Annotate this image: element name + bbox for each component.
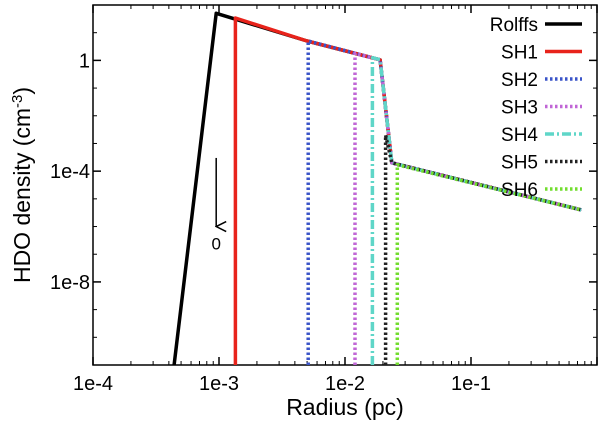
x-tick-label: 1e-4 xyxy=(73,373,113,395)
annotation: 0 xyxy=(211,157,220,254)
series-line-sh2 xyxy=(306,39,582,365)
legend-label-sh2: SH2 xyxy=(501,70,538,91)
x-axis-label: Radius (pc) xyxy=(286,394,404,420)
y-tick-label: 1 xyxy=(79,50,90,72)
series-line-sh6 xyxy=(395,163,582,365)
legend: Rolffs SH1 SH2 SH3 SH4 SH5 SH6 xyxy=(490,15,582,201)
y-tick-label: 1e-4 xyxy=(50,161,90,183)
series-layer xyxy=(172,11,582,365)
x-tick-label: 1e-2 xyxy=(325,373,365,395)
arrow-label: 0 xyxy=(211,235,220,254)
legend-label-sh1: SH1 xyxy=(501,43,538,64)
series-line-sh4 xyxy=(370,55,582,365)
x-tick-label: 1e-3 xyxy=(199,373,239,395)
legend-label-sh6: SH6 xyxy=(501,180,538,201)
x-tick-label: 1e-1 xyxy=(451,373,491,395)
legend-label-sh5: SH5 xyxy=(501,153,538,174)
series-line-sh5 xyxy=(383,133,582,365)
series-line-sh3 xyxy=(353,51,582,365)
y-tick-label: 1e-8 xyxy=(50,272,90,294)
y-axis-label: HDO density (cm-3) xyxy=(9,87,35,283)
legend-label-sh3: SH3 xyxy=(501,98,538,119)
axis-ticks: 1e-4 1e-3 1e-2 1e-1 1 1e-4 1e-8 xyxy=(50,4,598,395)
legend-label-rolffs: Rolffs xyxy=(490,15,538,36)
legend-label-sh4: SH4 xyxy=(501,125,538,146)
